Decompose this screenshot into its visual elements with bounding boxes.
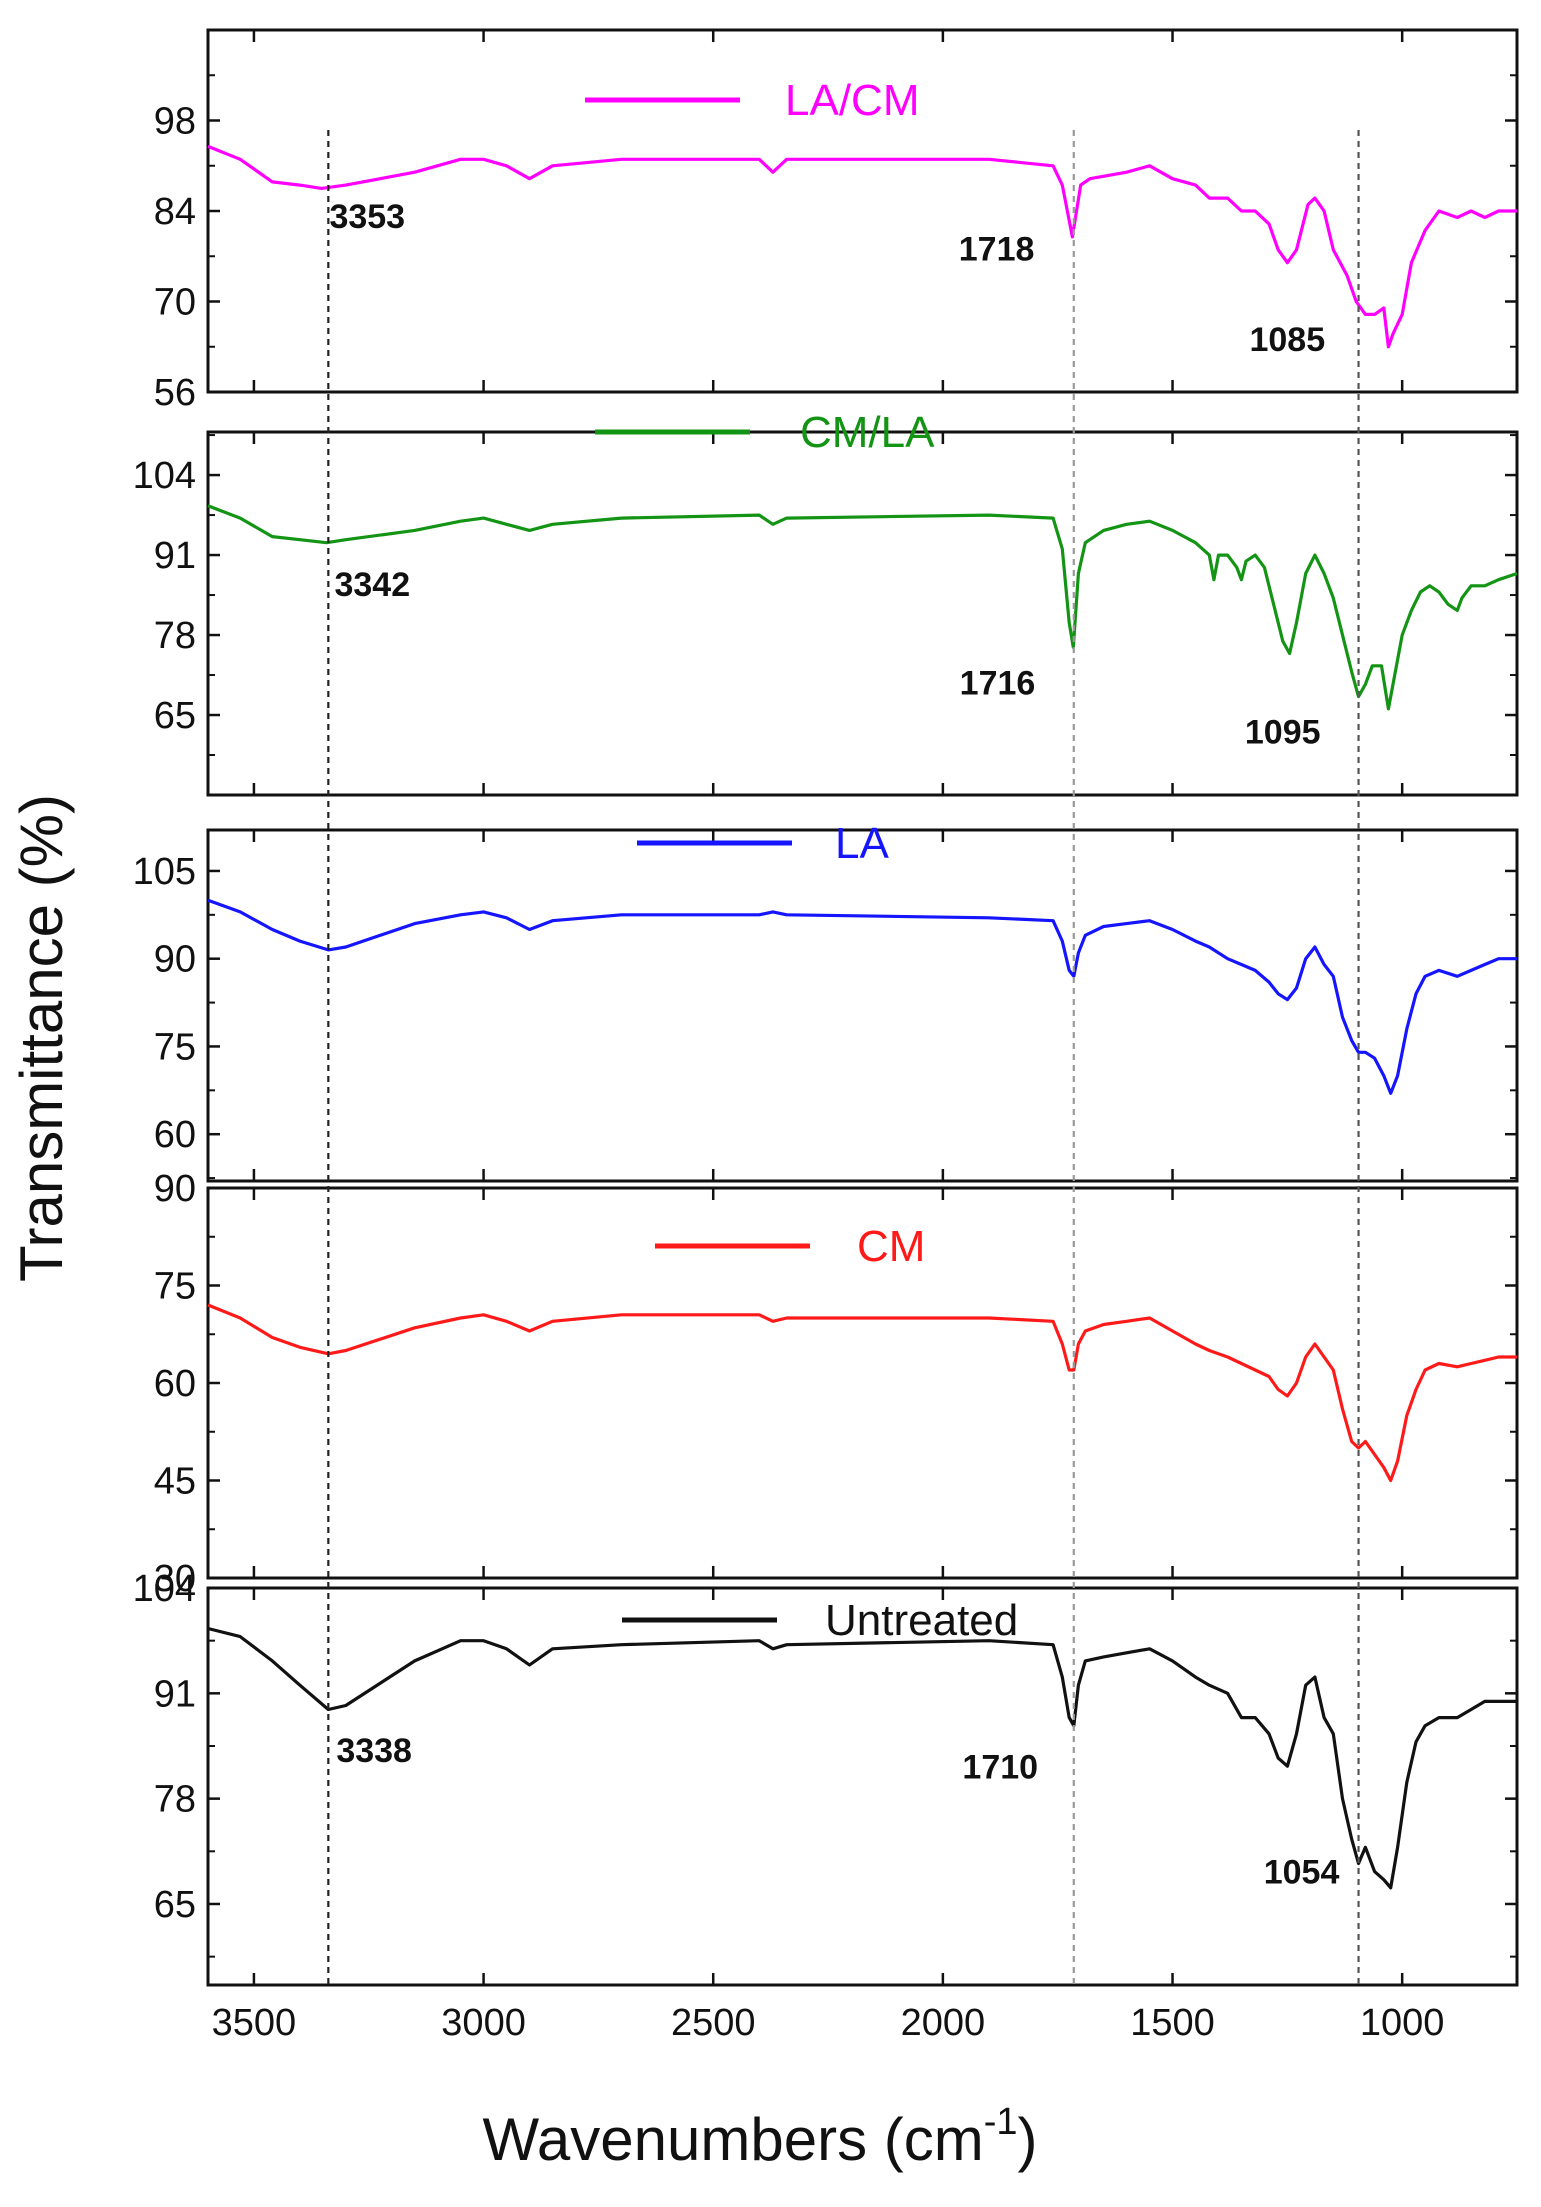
peak-label-1085: 1085 — [1249, 321, 1325, 359]
y-tick-label-30: 30 — [154, 1558, 196, 1600]
y-tick-label-90: 90 — [154, 939, 196, 981]
y-tick-label-91: 91 — [154, 535, 196, 577]
peak-label-1054: 1054 — [1264, 1854, 1340, 1892]
x-tick-label-1500: 1500 — [1130, 2002, 1215, 2044]
panel-la: 60 75 90 105 LA — [133, 819, 1519, 1183]
panel-frame — [206, 1586, 1519, 1987]
x-axis-title-close: ) — [1018, 2106, 1038, 2173]
y-tick-label-78: 78 — [154, 615, 196, 657]
y-tick-label-84: 84 — [154, 191, 196, 233]
y-tick-label-91: 91 — [154, 1673, 196, 1715]
x-axis-title: Wavenumbers (cm-1) — [483, 2101, 1038, 2173]
y-tick-label-56: 56 — [154, 372, 196, 414]
x-axis-title-superscript: -1 — [984, 2101, 1018, 2143]
peak-label-1095: 1095 — [1245, 714, 1321, 752]
panel-frame — [206, 430, 1519, 797]
y-tick-label-70: 70 — [154, 282, 196, 324]
x-tick-label-2000: 2000 — [901, 2002, 986, 2044]
peak-label-3353: 3353 — [329, 198, 405, 236]
y-axis-title: Transmittance (%) — [8, 794, 75, 1282]
y-tick-label-60: 60 — [154, 1363, 196, 1405]
y-tick-label-98: 98 — [154, 101, 196, 143]
y-tick-label-104: 104 — [133, 455, 196, 497]
peak-label-1718: 1718 — [959, 230, 1035, 268]
y-tick-label-60: 60 — [154, 1114, 196, 1156]
x-axis-title-main: Wavenumbers (cm — [483, 2106, 984, 2173]
guide-lines — [327, 130, 1360, 1985]
series-line-la — [207, 898, 1517, 1095]
series-line-la-cm — [207, 144, 1517, 349]
peak-label-3342: 3342 — [334, 566, 410, 604]
legend-label-la: LA — [835, 819, 889, 868]
x-tick-label-3000: 3000 — [441, 2002, 526, 2044]
legend-label-untreated: Untreated — [825, 1596, 1018, 1645]
y-tick-label-78: 78 — [154, 1779, 196, 1821]
legend-label-la-cm: LA/CM — [785, 76, 919, 125]
legend-label-cm: CM — [857, 1222, 925, 1271]
panel-cm-la: 65 78 91 104 CM/LA 3342 1716 1095 — [133, 408, 1519, 797]
panels-layer: 56 70 84 98 LA/CM 3353 1718 1085 65 78 91 104 CM/LA 3… — [133, 28, 1519, 1987]
y-tick-label-65: 65 — [154, 1884, 196, 1926]
x-axis: 3500 3000 2500 2000 1500 1000 — [212, 2002, 1445, 2044]
y-tick-label-104: 104 — [133, 1568, 196, 1610]
series-line-cm — [207, 1303, 1517, 1483]
y-tick-label-75: 75 — [154, 1266, 196, 1308]
y-tick-label-65: 65 — [154, 695, 196, 737]
panel-frame — [206, 828, 1519, 1183]
y-tick-label-75: 75 — [154, 1026, 196, 1068]
panel-untreated: 65 78 91 104 Untreated 3338 1710 1054 — [133, 1568, 1519, 1987]
y-tick-label-45: 45 — [154, 1461, 196, 1503]
series-line-cm-la — [207, 504, 1518, 711]
peak-label-1710: 1710 — [962, 1748, 1038, 1786]
x-tick-label-3500: 3500 — [212, 2002, 297, 2044]
x-tick-label-1000: 1000 — [1360, 2002, 1445, 2044]
x-tick-label-2500: 2500 — [671, 2002, 756, 2044]
y-tick-label-90: 90 — [154, 1168, 196, 1210]
panel-cm: 30 45 60 75 90 CM — [154, 1168, 1519, 1600]
series-line-untreated — [207, 1626, 1517, 1890]
legend-label-cm-la: CM/LA — [800, 408, 935, 457]
y-tick-label-105: 105 — [133, 851, 196, 893]
peak-label-1716: 1716 — [960, 664, 1036, 702]
peak-label-3338: 3338 — [336, 1732, 412, 1770]
panel-la-cm: 56 70 84 98 LA/CM 3353 1718 1085 — [154, 28, 1519, 414]
